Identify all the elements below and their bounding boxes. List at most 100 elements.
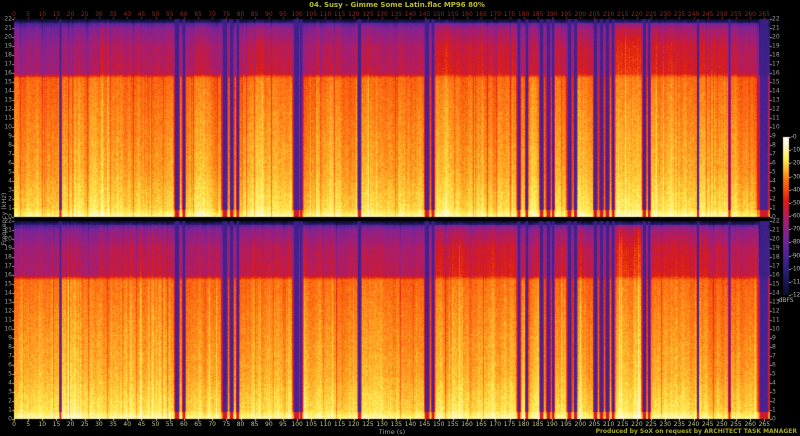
time-tick-label: 65 [194, 11, 202, 18]
db-tick-label: -80 [791, 238, 800, 246]
freq-tick-label: 21 [4, 24, 12, 32]
time-tick-label: 0 [12, 11, 16, 18]
time-tick-label: 200 [574, 11, 587, 18]
freq-tick-label: 5 [772, 168, 776, 176]
db-tick-label: -90 [791, 252, 800, 259]
time-tick-label: 190 [546, 11, 558, 18]
time-tick-label: 225 [645, 421, 657, 428]
time-tick-label: 55 [165, 421, 174, 428]
db-tick-label: -120 [791, 291, 800, 299]
time-tick-label: 30 [95, 11, 103, 18]
freq-tick-label: 1 [8, 204, 12, 212]
time-tick-label: 35 [109, 421, 117, 428]
freq-tick-label: 8 [772, 141, 776, 149]
time-tick-label: 110 [319, 421, 332, 428]
freq-tick-label: 17 [4, 60, 12, 68]
freq-tick-label: 11 [772, 316, 780, 324]
time-tick-label: 170 [489, 421, 502, 428]
time-tick-label: 235 [673, 421, 686, 428]
freq-tick-label: 5 [8, 370, 12, 378]
freq-tick-label: 11 [772, 114, 780, 122]
time-tick-label: 245 [701, 11, 714, 18]
freq-tick-label: 17 [772, 262, 780, 270]
freq-tick-label: 7 [772, 150, 776, 158]
time-tick-label: 200 [574, 421, 587, 428]
time-tick-label: 70 [208, 11, 217, 18]
time-tick-label: 145 [418, 11, 431, 18]
db-tick-label: -100 [791, 265, 800, 273]
time-tick-label: 20 [66, 11, 75, 18]
time-tick-label: 235 [673, 11, 686, 18]
freq-tick-label: 14 [772, 87, 780, 95]
freq-tick-label: 3 [8, 186, 12, 194]
freq-tick-label: 10 [772, 325, 780, 333]
freq-tick-label: 22 [772, 15, 780, 23]
freq-tick-label: 13 [772, 298, 780, 306]
time-tick-label: 135 [390, 11, 402, 18]
time-tick-label: 35 [109, 11, 117, 18]
freq-tick-label: 20 [772, 235, 780, 243]
time-tick-label: 180 [517, 421, 530, 428]
freq-tick-label: 9 [772, 132, 776, 140]
time-tick-label: 90 [265, 11, 273, 18]
frequency-axis-label: Frequency (kHz) [0, 192, 8, 246]
time-tick-label: 185 [532, 421, 544, 428]
time-tick-label: 160 [461, 11, 473, 18]
freq-tick-label: 14 [772, 289, 780, 297]
time-tick-label: 250 [716, 421, 728, 428]
time-tick-label: 260 [744, 421, 756, 428]
time-tick-label: 50 [151, 11, 160, 18]
time-tick-label: 195 [560, 11, 572, 18]
time-tick-label: 10 [38, 11, 47, 18]
time-tick-label: 65 [194, 421, 202, 428]
freq-tick-label: 0 [772, 415, 776, 423]
freq-tick-label: 21 [772, 226, 780, 234]
freq-tick-label: 19 [772, 42, 780, 50]
time-tick-label: 195 [560, 421, 572, 428]
time-tick-label: 105 [305, 421, 318, 428]
time-tick-label: 25 [80, 11, 89, 18]
freq-tick-label: 12 [4, 307, 12, 315]
time-tick-label: 25 [80, 421, 89, 428]
time-tick-label: 120 [348, 421, 360, 428]
time-tick-label: 45 [137, 11, 146, 18]
time-tick-label: 205 [588, 11, 601, 18]
freq-tick-label: 19 [4, 244, 12, 252]
freq-tick-label: 6 [8, 361, 12, 369]
time-tick-label: 255 [730, 11, 742, 18]
freq-tick-label: 20 [4, 235, 12, 243]
freq-tick-label: 5 [8, 168, 12, 176]
freq-tick-label: 7 [8, 150, 12, 158]
freq-tick-label: 4 [8, 379, 12, 387]
time-tick-label: 240 [687, 421, 700, 428]
time-tick-label: 190 [546, 421, 558, 428]
time-tick-label: 220 [631, 11, 643, 18]
time-tick-label: 215 [617, 11, 629, 18]
db-tick-label: -110 [791, 278, 800, 286]
freq-tick-label: 9 [772, 334, 776, 342]
time-tick-label: 165 [475, 421, 487, 428]
freq-tick-label: 3 [772, 388, 776, 396]
time-tick-label: 265 [758, 11, 771, 18]
time-tick-label: 255 [730, 421, 742, 428]
time-tick-label: 60 [180, 421, 188, 428]
sox-credit-footer: Produced by SoX on request by ARCHITECT … [595, 428, 797, 435]
freq-tick-label: 19 [772, 244, 780, 252]
time-tick-label: 75 [222, 421, 231, 428]
freq-tick-label: 15 [4, 280, 12, 288]
freq-tick-label: 11 [4, 114, 12, 122]
freq-tick-label: 2 [8, 195, 12, 203]
freq-tick-label: 0 [8, 213, 12, 221]
time-tick-label: 155 [447, 11, 459, 18]
db-tick-label: -0 [791, 133, 797, 141]
freq-tick-label: 1 [8, 406, 12, 414]
freq-tick-label: 15 [772, 78, 780, 86]
freq-tick-label: 18 [4, 253, 12, 261]
freq-tick-label: 21 [772, 24, 780, 32]
time-tick-label: 125 [362, 421, 374, 428]
freq-tick-label: 22 [4, 217, 12, 225]
freq-tick-label: 19 [4, 42, 12, 50]
freq-tick-label: 13 [4, 96, 12, 104]
freq-tick-label: 11 [4, 316, 12, 324]
